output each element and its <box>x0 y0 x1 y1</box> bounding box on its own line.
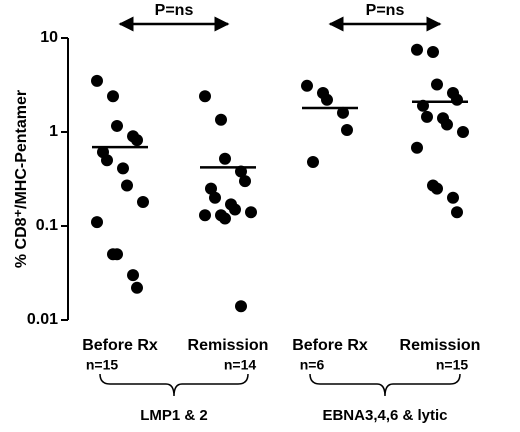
group-brace <box>309 373 461 397</box>
n-label: n=14 <box>224 357 257 373</box>
data-point <box>219 152 231 165</box>
data-point <box>441 118 453 131</box>
data-point <box>431 78 443 91</box>
data-point <box>131 134 143 147</box>
data-point <box>337 106 349 119</box>
annotation: P=ns <box>366 2 405 19</box>
n-label: n=6 <box>300 357 325 373</box>
data-point <box>91 216 103 229</box>
data-point <box>121 179 133 192</box>
data-point <box>411 141 423 154</box>
data-point <box>421 110 433 123</box>
data-point <box>451 206 463 219</box>
data-point <box>111 119 123 132</box>
data-point <box>117 162 129 175</box>
data-point <box>321 93 333 106</box>
y-tick-label: 0.1 <box>36 217 58 234</box>
y-tick-label: 10 <box>40 29 58 46</box>
n-label: n=15 <box>86 357 119 373</box>
data-point <box>91 74 103 87</box>
y-axis-label: % CD8⁺/MHC-Pentamer <box>13 90 30 268</box>
data-point <box>137 196 149 209</box>
data-point <box>127 269 139 282</box>
group-brace <box>99 373 249 397</box>
x-tick-label: Remission <box>188 337 269 354</box>
data-point <box>107 90 119 103</box>
data-point <box>301 79 313 92</box>
y-tick-label: 0.01 <box>27 311 58 328</box>
data-point <box>451 93 463 106</box>
data-point <box>229 203 241 216</box>
x-tick-label: Remission <box>400 337 481 354</box>
data-point <box>209 191 221 204</box>
annotation: P=ns <box>155 2 194 19</box>
data-point <box>215 113 227 126</box>
data-point <box>235 300 247 313</box>
data-point <box>111 248 123 261</box>
group-label: LMP1 & 2 <box>140 407 208 424</box>
data-point <box>245 206 257 219</box>
x-tick-label: Before Rx <box>292 337 368 354</box>
data-point <box>239 175 251 188</box>
data-point <box>219 212 231 225</box>
data-point <box>101 154 113 167</box>
data-point <box>427 45 439 58</box>
data-point <box>447 191 459 204</box>
data-point <box>131 281 143 294</box>
x-tick-label: Before Rx <box>82 337 158 354</box>
data-point <box>307 155 319 168</box>
data-point <box>411 43 423 56</box>
data-point <box>431 182 443 195</box>
y-tick-label: 1 <box>49 123 58 140</box>
n-label: n=15 <box>436 357 469 373</box>
data-point <box>341 124 353 137</box>
data-point <box>205 182 217 195</box>
data-point <box>199 90 211 103</box>
data-point <box>457 126 469 138</box>
group-label: EBNA3,4,6 & lytic <box>322 407 447 424</box>
data-point <box>199 209 211 222</box>
